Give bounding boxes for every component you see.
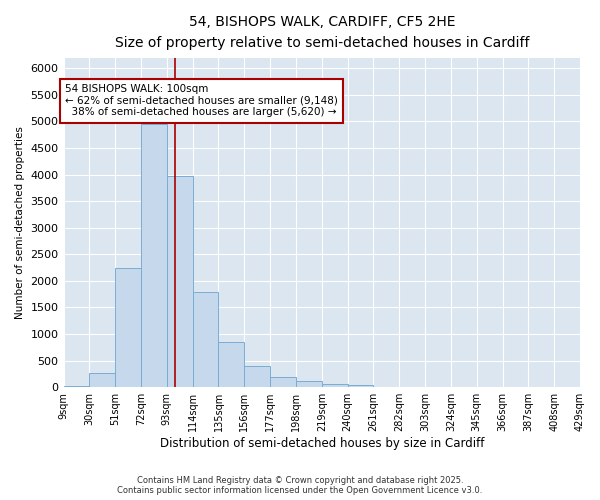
Bar — [270, 376, 296, 387]
Bar — [244, 366, 270, 387]
X-axis label: Distribution of semi-detached houses by size in Cardiff: Distribution of semi-detached houses by … — [160, 437, 484, 450]
Bar — [115, 268, 141, 387]
Title: 54, BISHOPS WALK, CARDIFF, CF5 2HE
Size of property relative to semi-detached ho: 54, BISHOPS WALK, CARDIFF, CF5 2HE Size … — [115, 15, 529, 50]
Bar — [296, 382, 322, 387]
Text: 54 BISHOPS WALK: 100sqm
← 62% of semi-detached houses are smaller (9,148)
  38% : 54 BISHOPS WALK: 100sqm ← 62% of semi-de… — [65, 84, 338, 117]
Bar — [347, 386, 373, 387]
Y-axis label: Number of semi-detached properties: Number of semi-detached properties — [15, 126, 25, 319]
Text: Contains HM Land Registry data © Crown copyright and database right 2025.
Contai: Contains HM Land Registry data © Crown c… — [118, 476, 482, 495]
Bar — [218, 342, 244, 387]
Bar — [64, 386, 89, 387]
Bar — [167, 176, 193, 387]
Bar — [141, 124, 167, 387]
Bar — [193, 292, 218, 387]
Bar — [322, 384, 347, 387]
Bar — [89, 374, 115, 387]
